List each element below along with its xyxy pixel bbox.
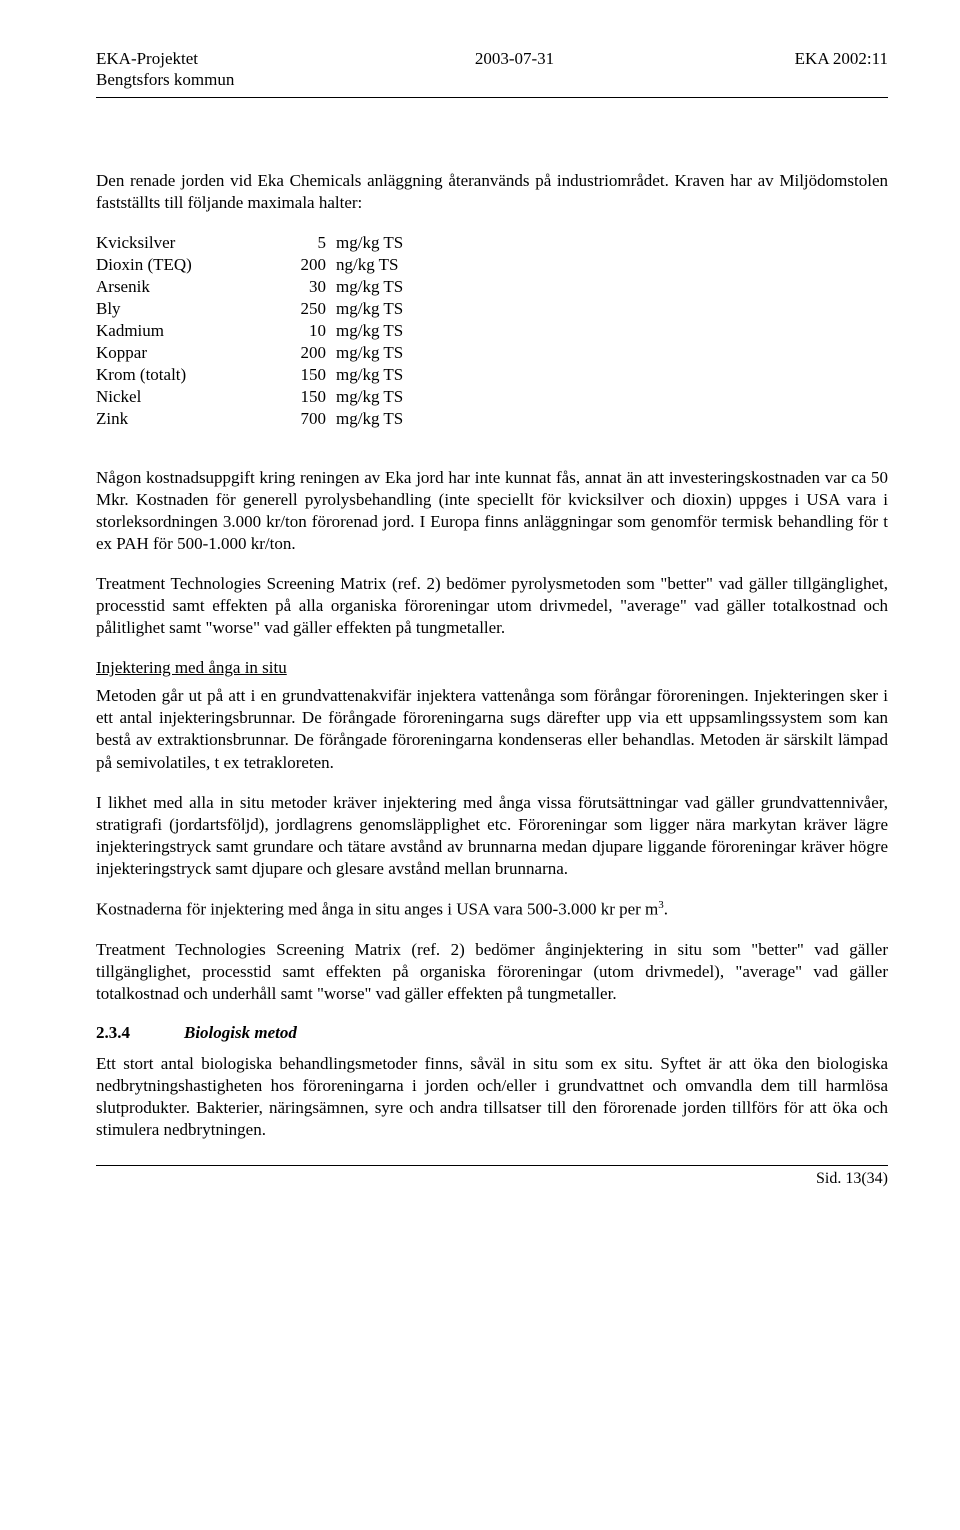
limit-name: Dioxin (TEQ) xyxy=(96,254,266,276)
limit-value: 200 xyxy=(266,254,336,276)
header-project: EKA-Projektet xyxy=(96,48,234,69)
limit-name: Kvicksilver xyxy=(96,232,266,254)
limit-value: 10 xyxy=(266,320,336,342)
injection-p1: Metoden går ut på att i en grundvattenak… xyxy=(96,685,888,773)
injection-p3-a: Kostnaderna för injektering med ånga in … xyxy=(96,900,658,919)
intro-paragraph: Den renade jorden vid Eka Chemicals anlä… xyxy=(96,170,888,214)
limit-unit: mg/kg TS xyxy=(336,320,436,342)
limit-name: Koppar xyxy=(96,342,266,364)
header-municipality: Bengtsfors kommun xyxy=(96,69,234,90)
matrix1-paragraph: Treatment Technologies Screening Matrix … xyxy=(96,573,888,639)
section-number: 2.3.4 xyxy=(96,1023,184,1043)
limit-value: 30 xyxy=(266,276,336,298)
limit-name: Nickel xyxy=(96,386,266,408)
limit-unit: mg/kg TS xyxy=(336,364,436,386)
injection-p2: I likhet med alla in situ metoder kräver… xyxy=(96,792,888,880)
footer-rule xyxy=(96,1165,888,1166)
limit-unit: ng/kg TS xyxy=(336,254,436,276)
limit-value: 700 xyxy=(266,408,336,430)
section-heading: 2.3.4Biologisk metod xyxy=(96,1023,888,1043)
limit-unit: mg/kg TS xyxy=(336,386,436,408)
matrix2-paragraph: Treatment Technologies Screening Matrix … xyxy=(96,939,888,1005)
limits-table: Kvicksilver 5 mg/kg TS Dioxin (TEQ) 200 … xyxy=(96,232,888,431)
table-row: Nickel 150 mg/kg TS xyxy=(96,386,888,408)
table-row: Kvicksilver 5 mg/kg TS xyxy=(96,232,888,254)
header-rule xyxy=(96,97,888,98)
table-row: Kadmium 10 mg/kg TS xyxy=(96,320,888,342)
injection-p3-b: . xyxy=(664,900,668,919)
limit-unit: mg/kg TS xyxy=(336,342,436,364)
header-left: EKA-Projektet Bengtsfors kommun xyxy=(96,48,234,91)
limit-unit: mg/kg TS xyxy=(336,232,436,254)
limit-unit: mg/kg TS xyxy=(336,408,436,430)
bio-paragraph: Ett stort antal biologiska behandlingsme… xyxy=(96,1053,888,1141)
page-header: EKA-Projektet Bengtsfors kommun 2003-07-… xyxy=(96,48,888,91)
table-row: Bly 250 mg/kg TS xyxy=(96,298,888,320)
limit-value: 150 xyxy=(266,386,336,408)
limit-value: 250 xyxy=(266,298,336,320)
section-title: Biologisk metod xyxy=(184,1023,297,1042)
page: EKA-Projektet Bengtsfors kommun 2003-07-… xyxy=(0,0,960,1530)
injection-p3: Kostnaderna för injektering med ånga in … xyxy=(96,898,888,921)
limit-name: Krom (totalt) xyxy=(96,364,266,386)
header-docid: EKA 2002:11 xyxy=(795,48,888,91)
page-footer: Sid. 13(34) xyxy=(96,1170,888,1188)
limit-name: Arsenik xyxy=(96,276,266,298)
limit-name: Bly xyxy=(96,298,266,320)
limit-value: 150 xyxy=(266,364,336,386)
limit-value: 200 xyxy=(266,342,336,364)
header-date: 2003-07-31 xyxy=(475,48,554,91)
limit-name: Kadmium xyxy=(96,320,266,342)
limit-unit: mg/kg TS xyxy=(336,276,436,298)
table-row: Krom (totalt) 150 mg/kg TS xyxy=(96,364,888,386)
injection-heading-text: Injektering med ånga in situ xyxy=(96,658,287,677)
limit-name: Zink xyxy=(96,408,266,430)
table-row: Dioxin (TEQ) 200 ng/kg TS xyxy=(96,254,888,276)
table-row: Zink 700 mg/kg TS xyxy=(96,408,888,430)
limit-value: 5 xyxy=(266,232,336,254)
table-row: Arsenik 30 mg/kg TS xyxy=(96,276,888,298)
cost-paragraph: Någon kostnadsuppgift kring reningen av … xyxy=(96,467,888,555)
limit-unit: mg/kg TS xyxy=(336,298,436,320)
injection-heading: Injektering med ånga in situ xyxy=(96,657,888,679)
table-row: Koppar 200 mg/kg TS xyxy=(96,342,888,364)
